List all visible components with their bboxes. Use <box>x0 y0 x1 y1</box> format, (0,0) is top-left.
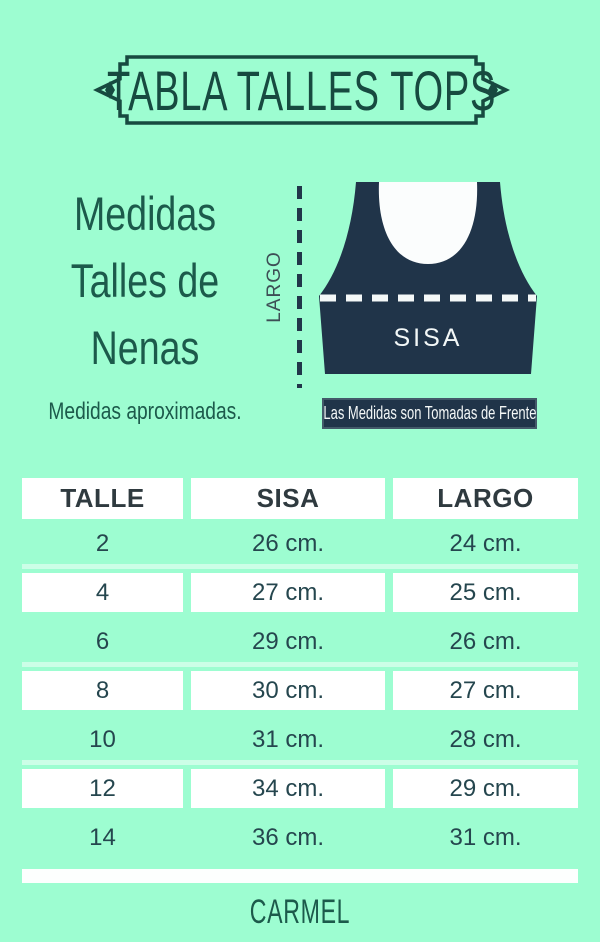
left-diamond-ornament <box>105 81 115 99</box>
title-banner: TABLA TALLES TOPS <box>93 52 510 128</box>
caption-banner: Las Medidas son Tomadas de Frente <box>322 398 537 429</box>
table-row: 2 26 cm. 24 cm. <box>22 519 578 569</box>
cell-largo: 24 cm. <box>449 529 522 557</box>
cell-largo: 25 cm. <box>393 573 578 612</box>
table-row: 10 31 cm. 28 cm. <box>22 715 578 765</box>
cell-talle: 2 <box>95 529 110 557</box>
cell-sisa: 29 cm. <box>251 627 325 655</box>
heading-line-3: Nenas <box>90 321 200 374</box>
table-header-row: TALLE SISA LARGO <box>22 478 578 519</box>
table-row: 14 36 cm. 31 cm. <box>22 813 578 862</box>
largo-dashed-line <box>297 186 302 388</box>
cell-sisa: 26 cm. <box>251 529 325 557</box>
neckline-shape <box>374 182 482 268</box>
cell-talle: 14 <box>89 823 116 851</box>
table-body: 2 26 cm. 24 cm. 4 27 cm. 25 cm. 6 29 cm.… <box>22 519 578 862</box>
tank-top-illustration: SISA <box>318 182 538 376</box>
tank-top-graphic <box>319 182 537 374</box>
column-header-sisa: SISA <box>191 478 385 519</box>
sisa-label: SISA <box>393 324 463 352</box>
table-row: 12 34 cm. 29 cm. <box>22 764 578 813</box>
cell-largo: 27 cm. <box>393 671 578 710</box>
cell-sisa: 31 cm. <box>251 725 325 753</box>
heading-line-2: Talles de <box>70 254 220 307</box>
section-heading: Medidas Talles de Nenas <box>45 180 245 381</box>
cell-talle: 4 <box>22 573 183 612</box>
size-table: TALLE SISA LARGO 2 26 cm. 24 cm. 4 27 cm… <box>22 478 578 862</box>
page-title: TABLA TALLES TOPS <box>106 58 497 122</box>
column-header-talle: TALLE <box>22 478 183 519</box>
footer-divider-bar <box>22 869 578 883</box>
cell-sisa: 30 cm. <box>191 671 385 710</box>
caption-text: Las Medidas son Tomadas de Frente <box>322 403 537 423</box>
right-diamond-ornament <box>488 81 498 99</box>
largo-axis-label: LARGO <box>264 251 285 323</box>
approx-note: Medidas aproximadas. <box>48 398 242 425</box>
cell-largo: 29 cm. <box>393 769 578 808</box>
title-frame-border <box>93 55 510 125</box>
cell-sisa: 36 cm. <box>251 823 325 851</box>
cell-talle: 12 <box>22 769 183 808</box>
brand-logo-text: CARMEL <box>249 893 351 931</box>
table-row: 8 30 cm. 27 cm. <box>22 666 578 715</box>
table-row: 4 27 cm. 25 cm. <box>22 568 578 617</box>
cell-talle: 8 <box>22 671 183 710</box>
table-row: 6 29 cm. 26 cm. <box>22 617 578 667</box>
cell-largo: 28 cm. <box>449 725 522 753</box>
column-header-largo: LARGO <box>393 478 578 519</box>
cell-largo: 31 cm. <box>449 823 522 851</box>
cell-sisa: 34 cm. <box>191 769 385 808</box>
cell-sisa: 27 cm. <box>191 573 385 612</box>
cell-talle: 10 <box>89 725 116 753</box>
tank-body-shape <box>319 182 537 374</box>
cell-talle: 6 <box>95 627 110 655</box>
heading-line-1: Medidas <box>73 187 217 240</box>
cell-largo: 26 cm. <box>449 627 522 655</box>
